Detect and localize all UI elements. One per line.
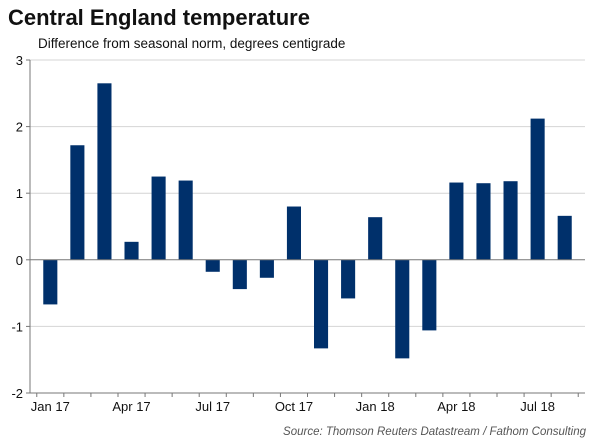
y-tick-label: 0 [16, 253, 23, 268]
chart-title: Central England temperature [8, 5, 310, 30]
x-tick-label: Jul 17 [195, 399, 230, 414]
bar-feb-17 [70, 145, 85, 260]
source-note: Source: Thomson Reuters Datastream / Fat… [283, 426, 586, 438]
bar-nov-17 [314, 259, 329, 349]
bar-jan-18 [368, 217, 383, 260]
x-tick-label: Jan 17 [31, 399, 70, 414]
bar-jun-18 [503, 181, 518, 260]
bar-jul-17 [205, 259, 220, 272]
bar-apr-17 [124, 241, 139, 260]
x-tick-label: Oct 17 [275, 399, 313, 414]
x-tick-label: Apr 18 [437, 399, 475, 414]
bar-jan-17 [43, 259, 58, 305]
y-tick-label: 1 [16, 186, 23, 201]
chart-subtitle: Difference from seasonal norm, degrees c… [38, 36, 346, 51]
x-tick-label: Jul 18 [520, 399, 555, 414]
y-tick-label: 2 [16, 120, 23, 135]
x-tick-label: Apr 17 [112, 399, 150, 414]
bar-dec-17 [341, 259, 356, 299]
bar-mar-18 [422, 259, 437, 331]
axes [26, 59, 585, 397]
bar-aug-18 [557, 215, 572, 260]
bars [43, 83, 572, 359]
y-tick-label: -2 [11, 386, 23, 401]
bar-oct-17 [286, 206, 301, 260]
bar-jun-17 [178, 180, 193, 260]
tick-labels: -2 -1 0 1 2 3 Jan 17 Apr 17 Jul 17 Oct 17 Jan 18 Ap… [11, 53, 555, 414]
bar-jul-18 [530, 118, 545, 260]
x-tick-label: Jan 18 [356, 399, 395, 414]
y-tick-label: -1 [11, 319, 23, 334]
bar-mar-17 [97, 83, 112, 260]
bar-may-17 [151, 176, 166, 260]
bar-aug-17 [232, 259, 247, 290]
y-tick-label: 3 [16, 53, 23, 68]
bar-sep-17 [259, 259, 274, 278]
bar-may-18 [476, 183, 491, 260]
gridlines [30, 59, 585, 394]
bar-feb-18 [395, 259, 410, 359]
bar-apr-18 [449, 182, 464, 260]
